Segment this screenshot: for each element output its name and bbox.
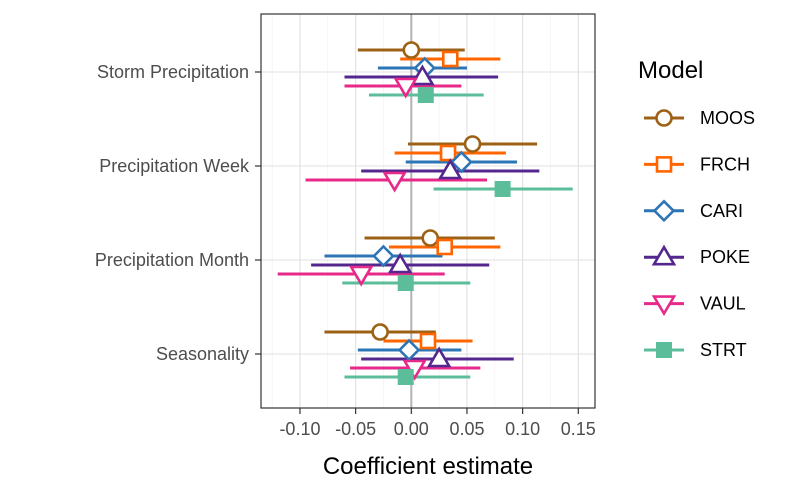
point-estimate: [437, 158, 463, 180]
legend-key-marker: [655, 109, 673, 127]
legend-label: CARI: [700, 201, 743, 221]
legend-item-cari: CARI: [644, 199, 743, 223]
point-estimate: [372, 244, 395, 268]
series-points-vaul: [348, 77, 427, 381]
point-estimate: [417, 87, 434, 103]
point-estimate: [397, 275, 414, 291]
point-estimate: [348, 265, 374, 287]
point-estimate: [436, 238, 454, 256]
legend-key-marker: [655, 156, 673, 173]
legend-item-frch: FRCH: [644, 154, 750, 174]
point-estimate: [441, 50, 459, 68]
point-estimate: [426, 346, 452, 368]
plot-border: [260, 13, 596, 409]
series-points-poke: [387, 64, 463, 368]
x-tick-label: 0.05: [449, 419, 484, 439]
point-estimate: [397, 369, 414, 385]
point-estimate: [371, 323, 389, 341]
legend-key-marker: [651, 295, 677, 317]
legend-label: VAUL: [700, 294, 746, 314]
point-estimate: [463, 135, 482, 153]
legend-item-strt: STRT: [644, 340, 747, 360]
legend-label: MOOS: [700, 108, 755, 128]
legend-key-marker: [651, 244, 677, 266]
legend-key-marker: [652, 199, 676, 223]
legend-item-vaul: VAUL: [644, 294, 746, 317]
axes: -0.10 -0.05 0.00 0.05 0.10 0.15 Storm Precipit…: [95, 62, 596, 439]
point-estimate: [397, 338, 421, 362]
point-estimate: [494, 181, 511, 197]
series-points-strt: [397, 87, 511, 385]
series-points-moos: [371, 41, 482, 341]
x-tick-label: 0.00: [394, 419, 429, 439]
point-estimate: [387, 252, 413, 274]
legend-key-marker: [656, 342, 672, 358]
legend-title: Model: [638, 57, 703, 84]
y-tick-label: Precipitation Week: [99, 156, 250, 176]
legend-item-poke: POKE: [644, 244, 750, 267]
legend-label: FRCH: [700, 154, 750, 174]
point-estimate: [402, 41, 421, 59]
series-points-frch: [419, 50, 459, 350]
legend: Model MOOS FRCH CARI POKE VAUL STRT: [638, 57, 755, 360]
point-estimate: [421, 229, 440, 247]
grid: [261, 14, 595, 408]
point-estimate: [419, 332, 437, 350]
point-estimate: [450, 150, 473, 174]
legend-label: STRT: [700, 340, 747, 360]
point-estimate: [382, 171, 407, 193]
x-tick-label: -0.05: [335, 419, 376, 439]
y-tick-label: Precipitation Month: [95, 250, 249, 270]
point-estimate: [393, 77, 419, 99]
x-tick-label: 0.10: [505, 419, 540, 439]
point-estimate: [439, 144, 457, 162]
legend-item-moos: MOOS: [644, 108, 755, 128]
legend-label: POKE: [700, 247, 750, 267]
y-tick-label: Storm Precipitation: [97, 62, 249, 82]
x-tick-label: 0.15: [561, 419, 596, 439]
x-axis-title: Coefficient estimate: [323, 453, 533, 480]
point-estimate: [410, 64, 435, 86]
x-tick-label: -0.10: [279, 419, 320, 439]
y-tick-label: Seasonality: [156, 344, 249, 364]
data-marks: [277, 41, 573, 385]
